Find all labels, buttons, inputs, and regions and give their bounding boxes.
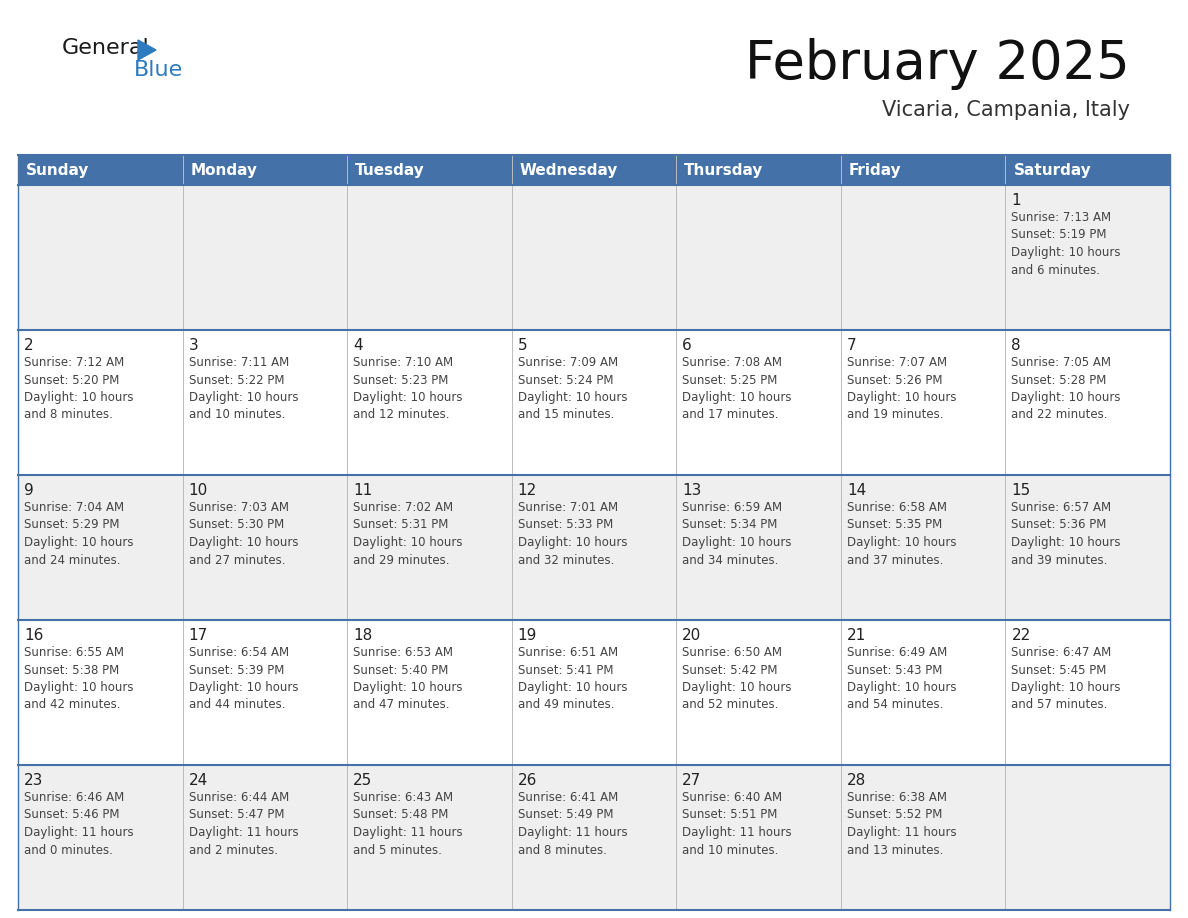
Text: Sunrise: 7:07 AM
Sunset: 5:26 PM
Daylight: 10 hours
and 19 minutes.: Sunrise: 7:07 AM Sunset: 5:26 PM Dayligh…	[847, 356, 956, 421]
Text: Thursday: Thursday	[684, 162, 764, 177]
Text: 10: 10	[189, 483, 208, 498]
Text: Sunrise: 6:44 AM
Sunset: 5:47 PM
Daylight: 11 hours
and 2 minutes.: Sunrise: 6:44 AM Sunset: 5:47 PM Dayligh…	[189, 791, 298, 856]
Text: Sunrise: 6:57 AM
Sunset: 5:36 PM
Daylight: 10 hours
and 39 minutes.: Sunrise: 6:57 AM Sunset: 5:36 PM Dayligh…	[1011, 501, 1121, 566]
Text: Sunrise: 6:54 AM
Sunset: 5:39 PM
Daylight: 10 hours
and 44 minutes.: Sunrise: 6:54 AM Sunset: 5:39 PM Dayligh…	[189, 646, 298, 711]
Text: Sunrise: 7:03 AM
Sunset: 5:30 PM
Daylight: 10 hours
and 27 minutes.: Sunrise: 7:03 AM Sunset: 5:30 PM Dayligh…	[189, 501, 298, 566]
Bar	[18, 185, 1170, 330]
Text: Sunrise: 7:05 AM
Sunset: 5:28 PM
Daylight: 10 hours
and 22 minutes.: Sunrise: 7:05 AM Sunset: 5:28 PM Dayligh…	[1011, 356, 1121, 421]
Text: Friday: Friday	[849, 162, 902, 177]
Bar	[18, 620, 1170, 765]
Text: 20: 20	[682, 628, 702, 643]
Bar	[18, 765, 1170, 910]
Text: 25: 25	[353, 773, 372, 788]
Text: 5: 5	[518, 338, 527, 353]
Text: 15: 15	[1011, 483, 1031, 498]
Text: Sunrise: 7:10 AM
Sunset: 5:23 PM
Daylight: 10 hours
and 12 minutes.: Sunrise: 7:10 AM Sunset: 5:23 PM Dayligh…	[353, 356, 462, 421]
Text: Sunrise: 6:46 AM
Sunset: 5:46 PM
Daylight: 11 hours
and 0 minutes.: Sunrise: 6:46 AM Sunset: 5:46 PM Dayligh…	[24, 791, 133, 856]
Text: Sunrise: 6:51 AM
Sunset: 5:41 PM
Daylight: 10 hours
and 49 minutes.: Sunrise: 6:51 AM Sunset: 5:41 PM Dayligh…	[518, 646, 627, 711]
Text: Saturday: Saturday	[1013, 162, 1092, 177]
Text: Monday: Monday	[190, 162, 258, 177]
Bar	[18, 155, 1170, 185]
Text: Sunrise: 7:04 AM
Sunset: 5:29 PM
Daylight: 10 hours
and 24 minutes.: Sunrise: 7:04 AM Sunset: 5:29 PM Dayligh…	[24, 501, 133, 566]
Text: Sunrise: 7:12 AM
Sunset: 5:20 PM
Daylight: 10 hours
and 8 minutes.: Sunrise: 7:12 AM Sunset: 5:20 PM Dayligh…	[24, 356, 133, 421]
Text: Sunrise: 6:47 AM
Sunset: 5:45 PM
Daylight: 10 hours
and 57 minutes.: Sunrise: 6:47 AM Sunset: 5:45 PM Dayligh…	[1011, 646, 1121, 711]
Text: 27: 27	[682, 773, 702, 788]
Text: Sunrise: 6:41 AM
Sunset: 5:49 PM
Daylight: 11 hours
and 8 minutes.: Sunrise: 6:41 AM Sunset: 5:49 PM Dayligh…	[518, 791, 627, 856]
Text: 9: 9	[24, 483, 33, 498]
Text: 26: 26	[518, 773, 537, 788]
Text: 4: 4	[353, 338, 362, 353]
Text: 19: 19	[518, 628, 537, 643]
Text: 6: 6	[682, 338, 693, 353]
Text: Sunrise: 6:50 AM
Sunset: 5:42 PM
Daylight: 10 hours
and 52 minutes.: Sunrise: 6:50 AM Sunset: 5:42 PM Dayligh…	[682, 646, 791, 711]
Text: 21: 21	[847, 628, 866, 643]
Text: Sunrise: 7:08 AM
Sunset: 5:25 PM
Daylight: 10 hours
and 17 minutes.: Sunrise: 7:08 AM Sunset: 5:25 PM Dayligh…	[682, 356, 791, 421]
Text: General: General	[62, 38, 150, 58]
Text: 12: 12	[518, 483, 537, 498]
Text: 11: 11	[353, 483, 372, 498]
Text: 23: 23	[24, 773, 44, 788]
Text: Sunrise: 6:55 AM
Sunset: 5:38 PM
Daylight: 10 hours
and 42 minutes.: Sunrise: 6:55 AM Sunset: 5:38 PM Dayligh…	[24, 646, 133, 711]
Text: Tuesday: Tuesday	[355, 162, 425, 177]
Text: Sunday: Sunday	[26, 162, 89, 177]
Text: 8: 8	[1011, 338, 1020, 353]
Text: Sunrise: 7:01 AM
Sunset: 5:33 PM
Daylight: 10 hours
and 32 minutes.: Sunrise: 7:01 AM Sunset: 5:33 PM Dayligh…	[518, 501, 627, 566]
Text: Blue: Blue	[134, 60, 183, 80]
Text: Sunrise: 6:49 AM
Sunset: 5:43 PM
Daylight: 10 hours
and 54 minutes.: Sunrise: 6:49 AM Sunset: 5:43 PM Dayligh…	[847, 646, 956, 711]
Text: Vicaria, Campania, Italy: Vicaria, Campania, Italy	[881, 100, 1130, 120]
Text: Wednesday: Wednesday	[519, 162, 618, 177]
Polygon shape	[138, 40, 156, 60]
Text: Sunrise: 7:09 AM
Sunset: 5:24 PM
Daylight: 10 hours
and 15 minutes.: Sunrise: 7:09 AM Sunset: 5:24 PM Dayligh…	[518, 356, 627, 421]
Text: 1: 1	[1011, 193, 1020, 208]
Text: 28: 28	[847, 773, 866, 788]
Text: Sunrise: 6:58 AM
Sunset: 5:35 PM
Daylight: 10 hours
and 37 minutes.: Sunrise: 6:58 AM Sunset: 5:35 PM Dayligh…	[847, 501, 956, 566]
Text: February 2025: February 2025	[745, 38, 1130, 90]
Text: 22: 22	[1011, 628, 1031, 643]
Text: 7: 7	[847, 338, 857, 353]
Text: 17: 17	[189, 628, 208, 643]
Text: 18: 18	[353, 628, 372, 643]
Text: 14: 14	[847, 483, 866, 498]
Text: 13: 13	[682, 483, 702, 498]
Text: Sunrise: 7:11 AM
Sunset: 5:22 PM
Daylight: 10 hours
and 10 minutes.: Sunrise: 7:11 AM Sunset: 5:22 PM Dayligh…	[189, 356, 298, 421]
Text: Sunrise: 7:13 AM
Sunset: 5:19 PM
Daylight: 10 hours
and 6 minutes.: Sunrise: 7:13 AM Sunset: 5:19 PM Dayligh…	[1011, 211, 1121, 276]
Bar	[18, 475, 1170, 620]
Text: Sunrise: 6:43 AM
Sunset: 5:48 PM
Daylight: 11 hours
and 5 minutes.: Sunrise: 6:43 AM Sunset: 5:48 PM Dayligh…	[353, 791, 463, 856]
Text: Sunrise: 6:59 AM
Sunset: 5:34 PM
Daylight: 10 hours
and 34 minutes.: Sunrise: 6:59 AM Sunset: 5:34 PM Dayligh…	[682, 501, 791, 566]
Text: Sunrise: 6:38 AM
Sunset: 5:52 PM
Daylight: 11 hours
and 13 minutes.: Sunrise: 6:38 AM Sunset: 5:52 PM Dayligh…	[847, 791, 956, 856]
Text: 24: 24	[189, 773, 208, 788]
Text: Sunrise: 7:02 AM
Sunset: 5:31 PM
Daylight: 10 hours
and 29 minutes.: Sunrise: 7:02 AM Sunset: 5:31 PM Dayligh…	[353, 501, 462, 566]
Bar	[18, 330, 1170, 475]
Text: Sunrise: 6:53 AM
Sunset: 5:40 PM
Daylight: 10 hours
and 47 minutes.: Sunrise: 6:53 AM Sunset: 5:40 PM Dayligh…	[353, 646, 462, 711]
Text: 16: 16	[24, 628, 44, 643]
Text: 3: 3	[189, 338, 198, 353]
Text: Sunrise: 6:40 AM
Sunset: 5:51 PM
Daylight: 11 hours
and 10 minutes.: Sunrise: 6:40 AM Sunset: 5:51 PM Dayligh…	[682, 791, 792, 856]
Text: 2: 2	[24, 338, 33, 353]
